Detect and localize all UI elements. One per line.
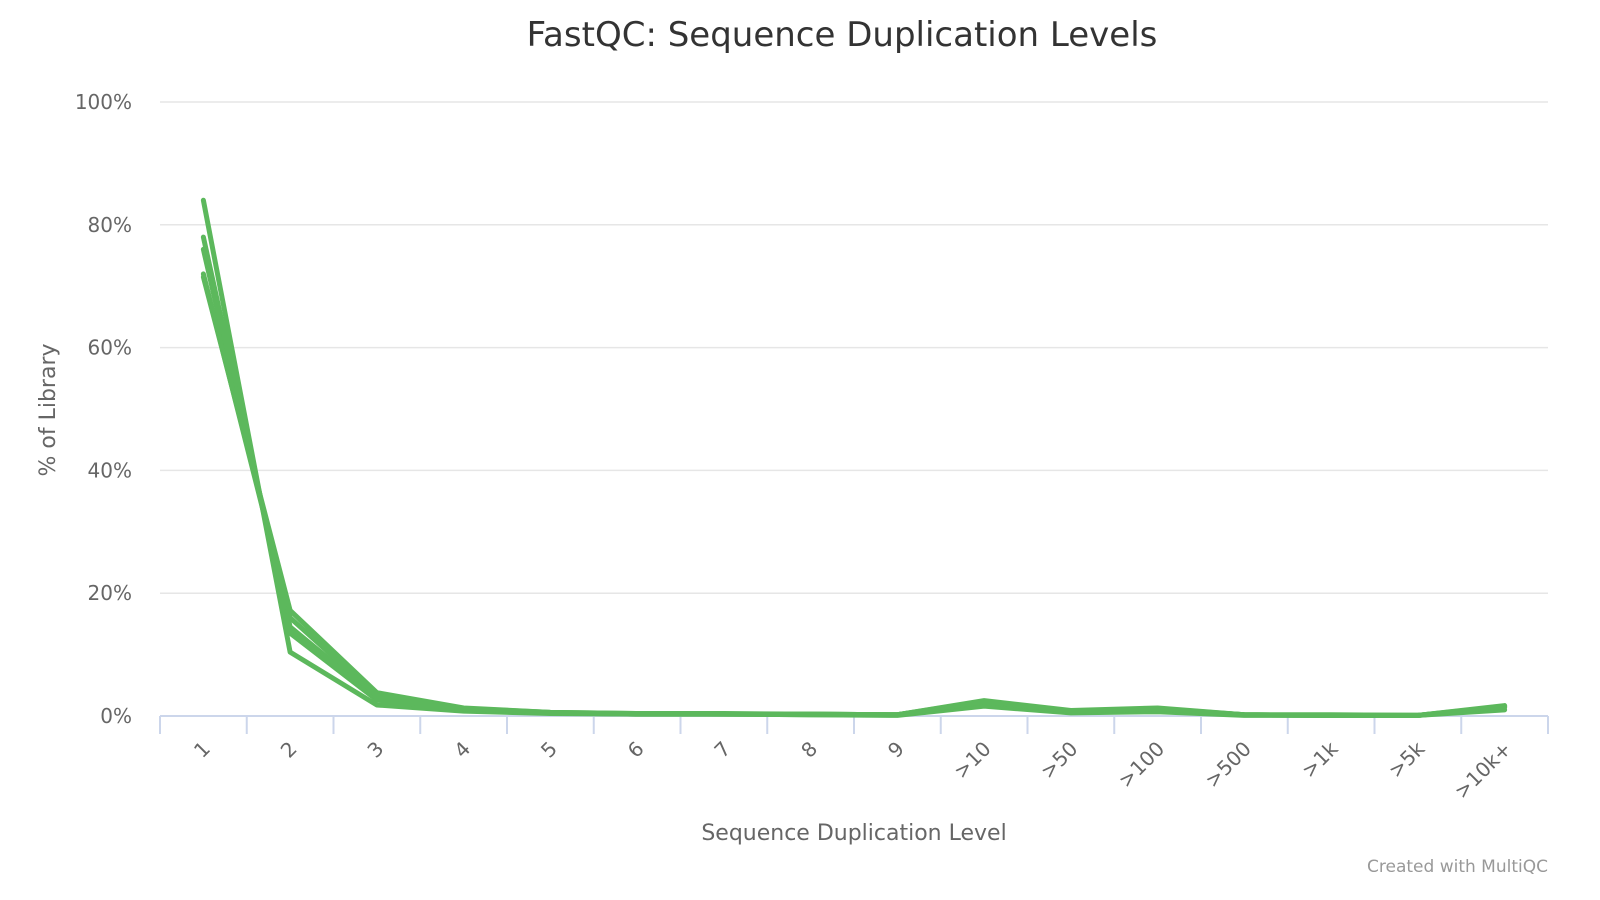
chart-title: FastQC: Sequence Duplication Levels (527, 15, 1158, 55)
x-tick-label: 2 (276, 737, 302, 763)
credit-link[interactable]: Created with MultiQC (1367, 857, 1548, 877)
y-tick-label: 20% (88, 581, 132, 605)
y-tick-label: 100% (75, 90, 132, 114)
x-tick-label: >10 (949, 737, 996, 784)
series-lines[interactable] (200, 197, 1508, 718)
y-tick-label: 80% (88, 213, 132, 237)
x-tick-label: 6 (623, 737, 649, 763)
y-tick-label: 0% (100, 704, 132, 728)
x-tick-label: 1 (189, 737, 215, 763)
x-tick-label: >500 (1200, 737, 1256, 793)
y-axis-title: % of Library (36, 343, 61, 476)
series-line[interactable] (200, 197, 1508, 718)
x-tick-label: 7 (709, 737, 735, 763)
x-tick-label: >50 (1036, 737, 1083, 784)
x-tick-label: >1k (1297, 736, 1343, 782)
x-tick-label: >5k (1383, 736, 1429, 782)
series-line[interactable] (200, 271, 1508, 718)
x-tick-label: 4 (449, 737, 475, 763)
y-tick-label: 60% (88, 336, 132, 360)
x-tick-label: >10k+ (1449, 737, 1516, 804)
x-tick-label: 8 (796, 737, 822, 763)
x-axis-title: Sequence Duplication Level (701, 821, 1006, 846)
x-tick-label: 3 (362, 737, 388, 763)
y-tick-label: 40% (88, 458, 132, 482)
x-tick-label: 9 (883, 737, 909, 763)
series-line[interactable] (200, 234, 1508, 718)
x-tick-label: 5 (536, 737, 562, 763)
y-axis-tick-labels: 0% 20% 40% 60% 80% 100% (75, 90, 132, 728)
x-axis (159, 715, 1549, 734)
series-line[interactable] (200, 274, 1508, 718)
x-axis-tick-labels: 1 2 3 4 5 6 7 8 9 >10 >50 >100 >500 >1k >5k >10k+ (189, 736, 1516, 803)
x-tick-label: >100 (1113, 737, 1169, 793)
grid-lines (160, 101, 1548, 594)
series-line[interactable] (200, 246, 1508, 718)
